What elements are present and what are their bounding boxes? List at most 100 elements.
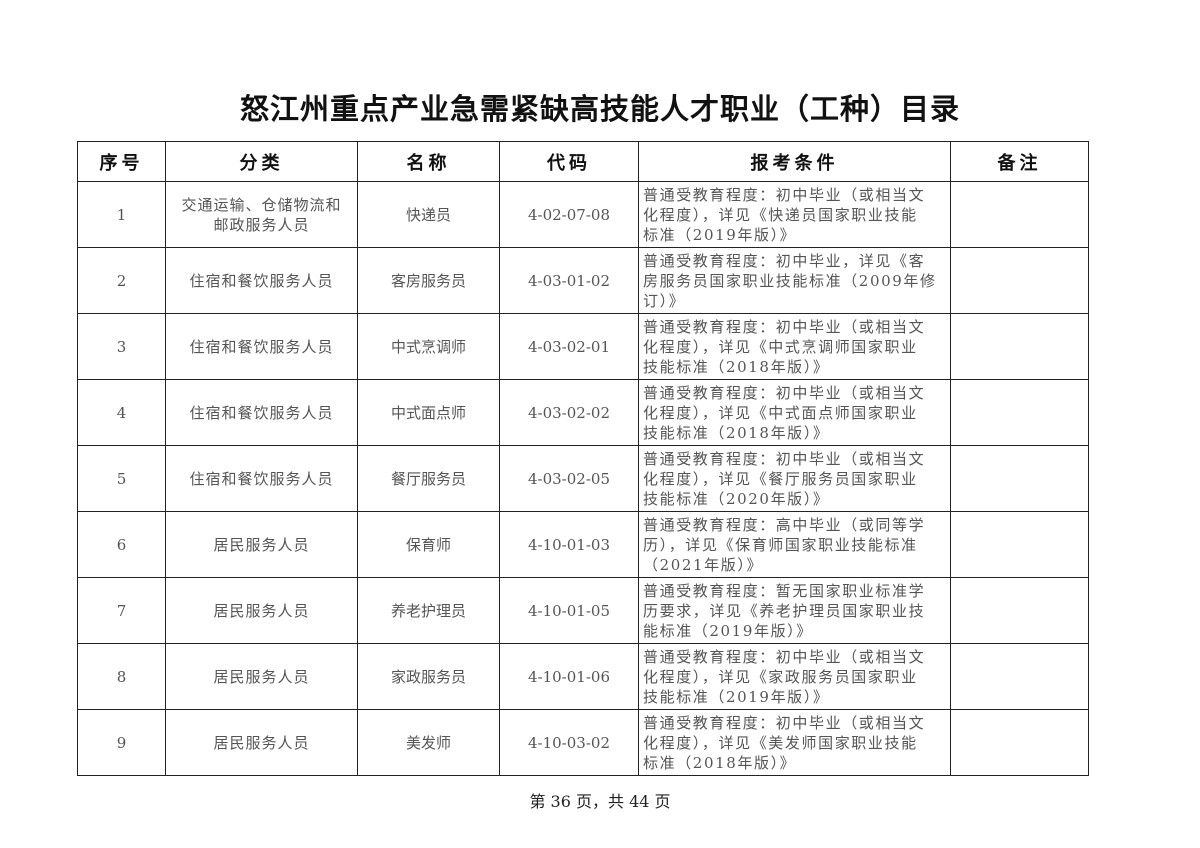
cell-name: 中式面点师 [357,379,500,446]
condition-line: 历），详见《保育师国家职业技能标准 [643,535,918,554]
table-row: 4 住宿和餐饮服务人员 中式面点师 4-03-02-02 普通受教育程度：初中毕业（或相… [77,379,1089,446]
cell-note [950,445,1089,512]
condition-line: 普通受教育程度：初中毕业（或相当文 [643,449,926,468]
cell-name: 养老护理员 [357,577,500,644]
category-line: 住宿和餐饮服务人员 [189,271,334,290]
condition-line: 技能标准（2018年版）》 [643,357,830,376]
category-line: 交通运输、仓储物流和 [181,195,342,214]
cell-name: 餐厅服务员 [357,445,500,512]
category-line: 住宿和餐饮服务人员 [189,337,334,356]
cell-note [950,181,1089,248]
header-no: 序号 [77,141,166,182]
category-line: 住宿和餐饮服务人员 [189,403,334,422]
cell-condition: 普通受教育程度：初中毕业（或相当文 化程度），详见《中式面点师国家职业 技能标准（2… [638,379,951,446]
cell-condition: 普通受教育程度：初中毕业（或相当文 化程度），详见《中式烹调师国家职业 技能标准（2… [638,313,951,380]
category-line: 居民服务人员 [213,733,310,752]
condition-line: 历要求，详见《养老护理员国家职业技 [643,601,926,620]
cell-condition: 普通受教育程度：高中毕业（或同等学 历），详见《保育师国家职业技能标准 （2021年… [638,511,951,578]
category-line: 居民服务人员 [213,667,310,686]
condition-line: 化程度），详见《中式烹调师国家职业 [643,337,918,356]
table-row: 6 居民服务人员 保育师 4-10-01-03 普通受教育程度：高中毕业（或同等学 历），… [77,511,1089,578]
cell-no: 5 [77,445,166,512]
cell-code: 4-10-03-02 [499,709,639,776]
cell-note [950,247,1089,314]
cell-code: 4-10-01-06 [499,643,639,710]
cell-code: 4-03-01-02 [499,247,639,314]
condition-line: （2021年版）》 [643,555,764,574]
cell-name: 美发师 [357,709,500,776]
cell-category: 居民服务人员 [165,511,358,578]
document-title: 怒江州重点产业急需紧缺高技能人才职业（工种）目录 [239,92,960,126]
cell-code: 4-03-02-01 [499,313,639,380]
cell-category: 居民服务人员 [165,709,358,776]
cell-code: 4-03-02-02 [499,379,639,446]
condition-line: 技能标准（2018年版）》 [643,423,830,442]
cell-code: 4-10-01-05 [499,577,639,644]
cell-no: 4 [77,379,166,446]
table-row: 7 居民服务人员 养老护理员 4-10-01-05 普通受教育程度：暂无国家职业标准学历… [77,577,1089,644]
category-line: 住宿和餐饮服务人员 [189,469,334,488]
condition-line: 化程度），详见《中式面点师国家职业 [643,403,918,422]
table-row: 9 居民服务人员 美发师 4-10-03-02 普通受教育程度：初中毕业（或相当文 化程度… [77,709,1089,776]
cell-category: 住宿和餐饮服务人员 [165,313,358,380]
cell-no: 6 [77,511,166,578]
cell-note [950,709,1089,776]
category-line: 居民服务人员 [213,535,310,554]
cell-condition: 普通受教育程度：初中毕业，详见《客 房服务员国家职业技能标准（2009年修 订）》 [638,247,951,314]
cell-name: 家政服务员 [357,643,500,710]
cell-category: 居民服务人员 [165,643,358,710]
cell-name: 客房服务员 [357,247,500,314]
occupation-table: 序号 分类 名称 代码 报考条件 备注 1 交通运输、仓储物流和 邮政服务人员 快递员… [77,141,1089,776]
cell-name: 保育师 [357,511,500,578]
condition-line: 技能标准（2019年版）》 [643,687,830,706]
condition-line: 化程度），详见《快递员国家职业技能 [643,205,918,224]
cell-category: 居民服务人员 [165,577,358,644]
cell-no: 1 [77,181,166,248]
header-code: 代码 [499,141,639,182]
condition-line: 普通受教育程度：暂无国家职业标准学 [643,581,926,600]
condition-line: 普通受教育程度：初中毕业（或相当文 [643,647,926,666]
cell-name: 中式烹调师 [357,313,500,380]
condition-line: 化程度），详见《家政服务员国家职业 [643,667,918,686]
table-row: 2 住宿和餐饮服务人员 客房服务员 4-03-01-02 普通受教育程度：初中毕业，详见… [77,247,1089,314]
cell-code: 4-03-02-05 [499,445,639,512]
category-line: 邮政服务人员 [213,215,310,234]
cell-condition: 普通受教育程度：初中毕业（或相当文 化程度），详见《餐厅服务员国家职业 技能标准（2… [638,445,951,512]
cell-category: 住宿和餐饮服务人员 [165,445,358,512]
table-row: 3 住宿和餐饮服务人员 中式烹调师 4-03-02-01 普通受教育程度：初中毕业（或相… [77,313,1089,380]
cell-no: 3 [77,313,166,380]
cell-category: 交通运输、仓储物流和 邮政服务人员 [165,181,358,248]
condition-line: 普通受教育程度：高中毕业（或同等学 [643,515,926,534]
table-row: 8 居民服务人员 家政服务员 4-10-01-06 普通受教育程度：初中毕业（或相当文化… [77,643,1089,710]
condition-line: 普通受教育程度：初中毕业（或相当文 [643,317,926,336]
header-name: 名称 [357,141,500,182]
condition-line: 化程度），详见《餐厅服务员国家职业 [643,469,918,488]
condition-line: 技能标准（2020年版）》 [643,489,830,508]
table-row: 1 交通运输、仓储物流和 邮政服务人员 快递员 4-02-07-08 普通受教育程度：初中… [77,181,1089,248]
condition-line: 订）》 [643,291,686,310]
cell-category: 住宿和餐饮服务人员 [165,379,358,446]
cell-condition: 普通受教育程度：初中毕业（或相当文 化程度），详见《快递员国家职业技能 标准（201… [638,181,951,248]
cell-no: 7 [77,577,166,644]
cell-code: 4-10-01-03 [499,511,639,578]
condition-line: 能标准（2019年版）》 [643,621,813,640]
condition-line: 标准（2018年版）》 [643,753,797,772]
cell-no: 2 [77,247,166,314]
header-condition: 报考条件 [638,141,951,182]
condition-line: 普通受教育程度：初中毕业（或相当文 [643,713,926,732]
cell-name: 快递员 [357,181,500,248]
table-row: 5 住宿和餐饮服务人员 餐厅服务员 4-03-02-05 普通受教育程度：初中毕业（或相… [77,445,1089,512]
cell-category: 住宿和餐饮服务人员 [165,247,358,314]
cell-note [950,511,1089,578]
condition-line: 化程度），详见《美发师国家职业技能 [643,733,918,752]
header-note: 备注 [950,141,1089,182]
cell-note [950,577,1089,644]
page-number: 第 36 页，共 44 页 [529,792,671,811]
cell-no: 9 [77,709,166,776]
cell-condition: 普通受教育程度：暂无国家职业标准学 历要求，详见《养老护理员国家职业技 能标准（20… [638,577,951,644]
category-line: 居民服务人员 [213,601,310,620]
cell-condition: 普通受教育程度：初中毕业（或相当文 化程度），详见《家政服务员国家职业 技能标准（2… [638,643,951,710]
cell-code: 4-02-07-08 [499,181,639,248]
condition-line: 普通受教育程度：初中毕业，详见《客 [643,251,926,270]
cell-condition: 普通受教育程度：初中毕业（或相当文 化程度），详见《美发师国家职业技能 标准（201… [638,709,951,776]
